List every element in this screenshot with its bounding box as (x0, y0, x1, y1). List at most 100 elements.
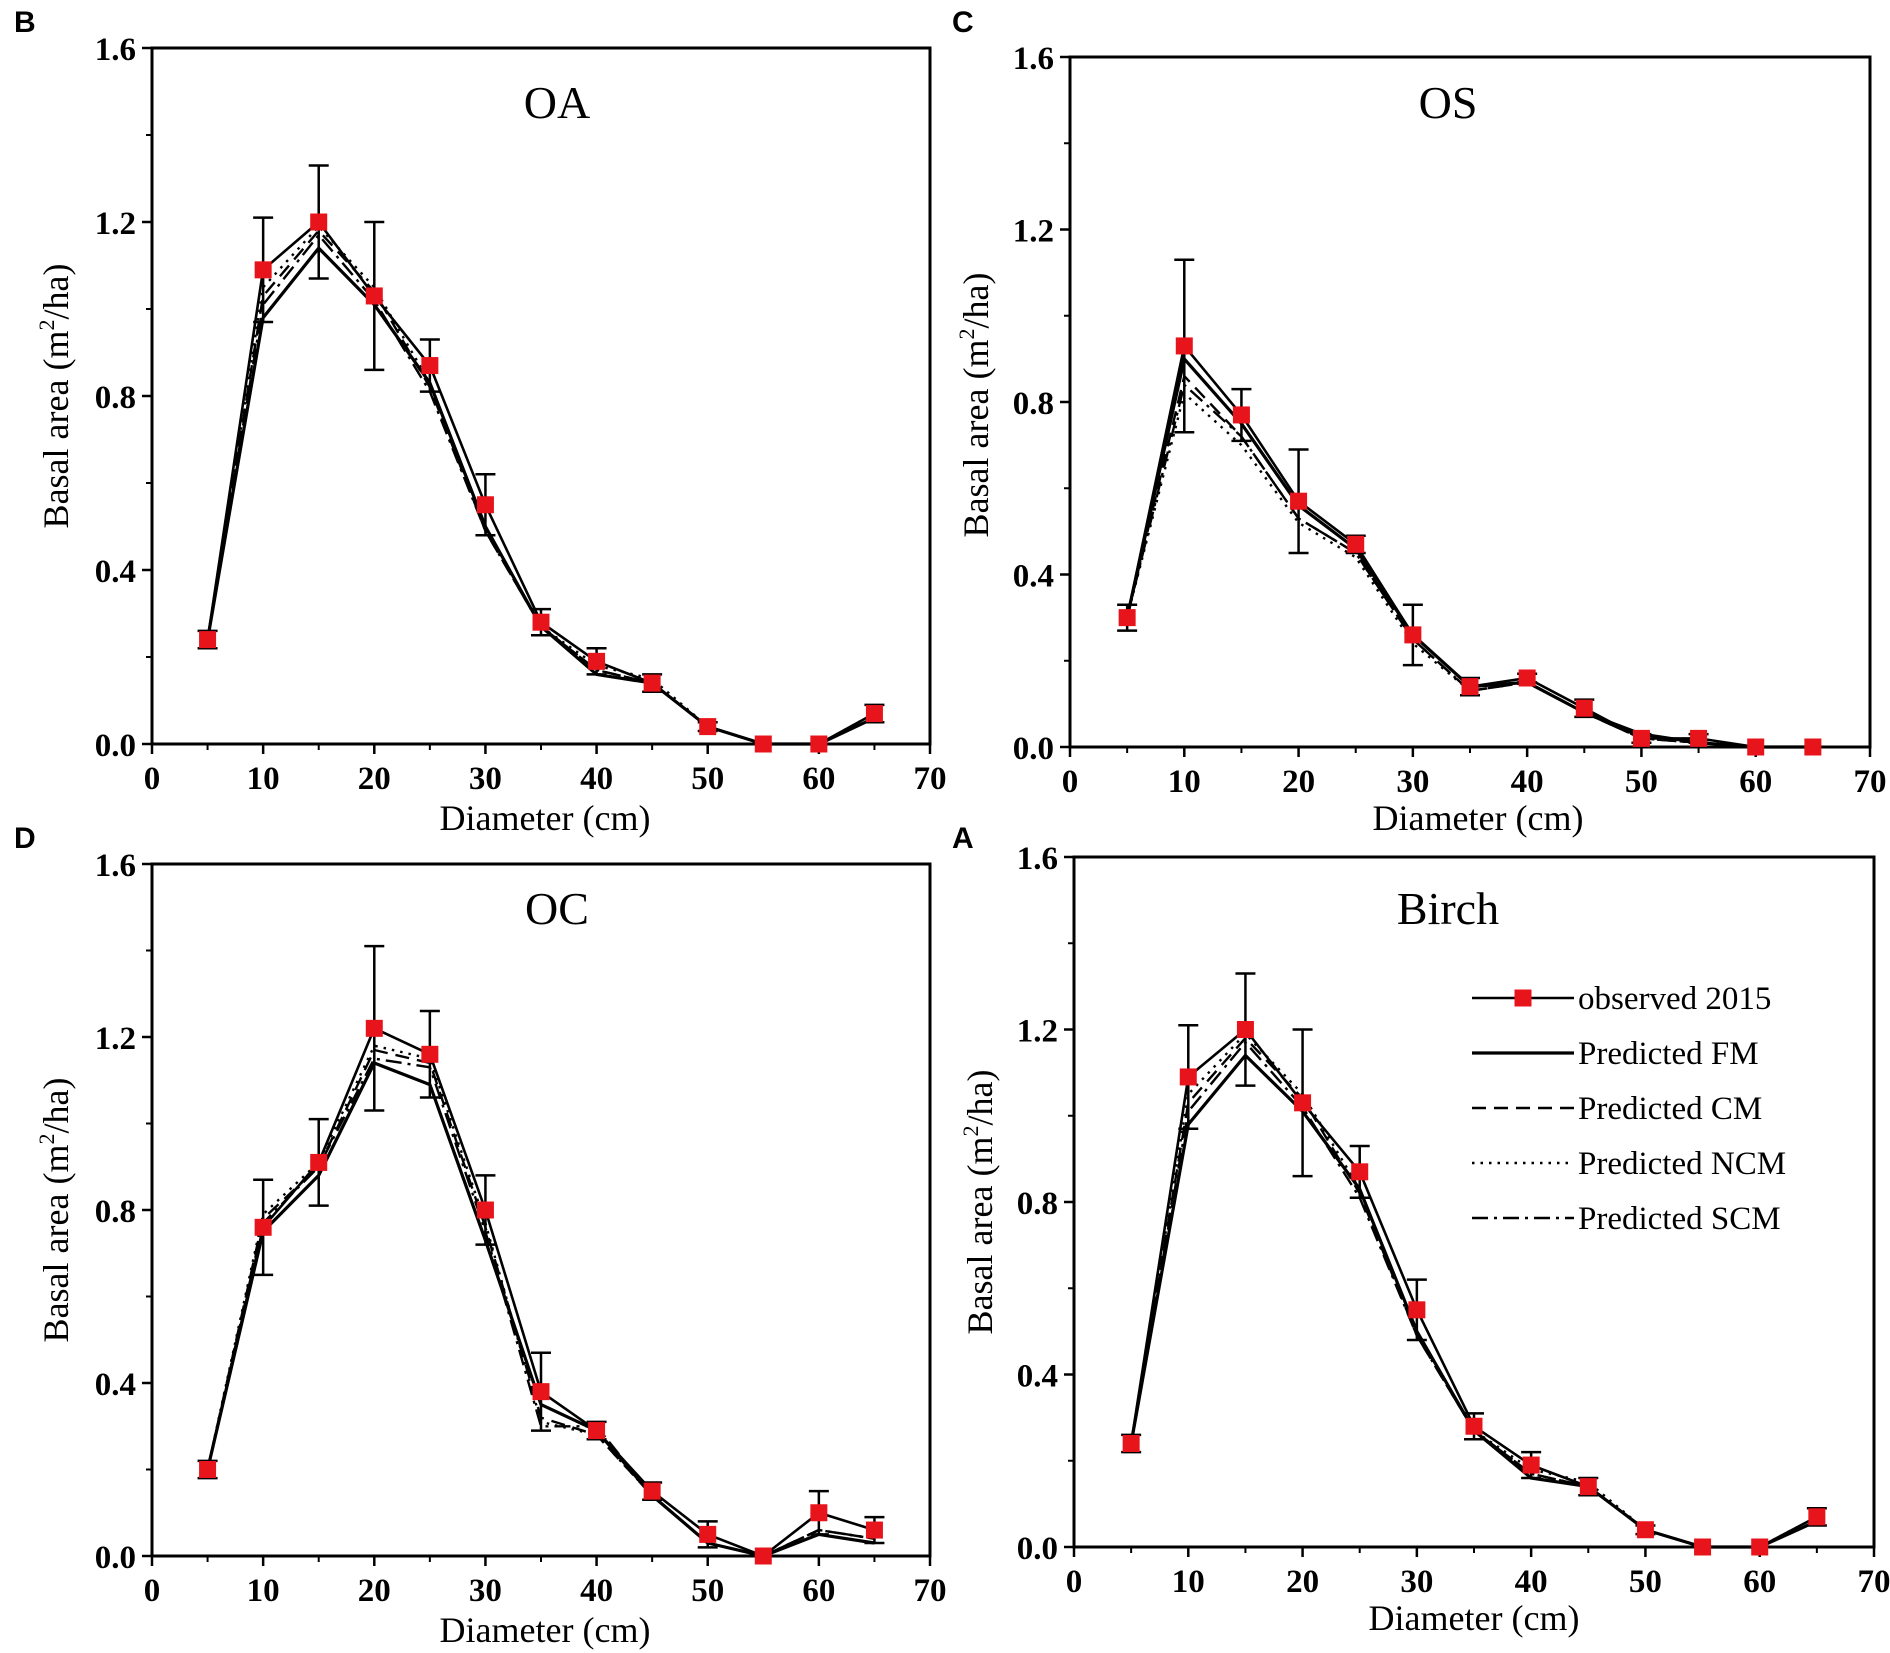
observed-marker (588, 1422, 606, 1440)
series-line-scm (206, 233, 875, 746)
y-axis-label-tail: /ha) (956, 273, 996, 329)
series-line-obs (206, 220, 876, 746)
x-tick-label: 50 (1625, 764, 1658, 800)
x-tick-label: 0 (1066, 1564, 1083, 1600)
legend-marker-observed (1514, 989, 1532, 1007)
panel-letter: A (952, 822, 974, 855)
observed-marker (365, 1019, 383, 1037)
observed-marker (1122, 1435, 1140, 1452)
panel-title: OC (525, 883, 589, 934)
x-tick-label: 70 (1854, 764, 1887, 800)
observed-marker (254, 1218, 272, 1236)
observed-marker (643, 674, 661, 692)
observed-marker (865, 705, 883, 723)
legend-label-ncm: Predicted NCM (1578, 1146, 1786, 1182)
legend: observed 2015 Predicted FM Predicted CM Pre… (1472, 981, 1786, 1237)
y-tick-label: 1.6 (95, 32, 136, 68)
observed-marker (754, 735, 772, 753)
observed-marker (588, 652, 606, 670)
x-tick-label: 60 (1739, 764, 1772, 800)
observed-marker (476, 1201, 494, 1219)
observed-marker (1461, 678, 1479, 696)
y-axis-label: Basal area (m2/ha) (34, 1078, 76, 1343)
observed-marker (1465, 1417, 1483, 1435)
x-axis-label: Diameter (cm) (1373, 798, 1584, 838)
observed-marker (1690, 729, 1708, 747)
y-axis-label-main: Basal area (m (956, 340, 996, 538)
series-line-obs (206, 1027, 875, 1558)
legend-label-cm: Predicted CM (1578, 1091, 1762, 1127)
observed-marker (1579, 1478, 1597, 1496)
observed-marker (754, 1547, 772, 1565)
x-tick-label: 10 (247, 761, 280, 797)
observed-marker (1347, 535, 1365, 553)
panel-title: OS (1419, 77, 1478, 128)
x-tick-label: 50 (691, 1573, 724, 1609)
observed-marker (310, 1153, 328, 1171)
legend-label-scm: Predicted SCM (1578, 1201, 1781, 1237)
observed-marker (532, 613, 550, 631)
y-tick-label: 0.4 (1017, 1359, 1058, 1395)
y-axis-label-main: Basal area (m (36, 1145, 76, 1343)
y-tick-label: 0.8 (95, 1194, 136, 1230)
series-line-ncm (1125, 392, 1813, 749)
observed-marker (810, 735, 828, 753)
y-tick-label: 1.2 (1017, 1014, 1058, 1050)
x-tick-label: 60 (802, 761, 835, 797)
observed-marker (1294, 1094, 1312, 1112)
panel-C: C OS 0 10 20 30 40 50 60 70 0.0 0.4 0.8 1.2 1.6 Diamete… (952, 6, 1887, 838)
observed-marker (1522, 1456, 1540, 1474)
y-tick-label: 1.2 (95, 1021, 136, 1057)
y-tick-label: 0.0 (95, 728, 136, 764)
x-tick-label: 40 (580, 1573, 613, 1609)
y-axis-label: Basal area (m2/ha) (34, 264, 76, 529)
x-tick-label: 40 (1515, 1564, 1548, 1600)
y-tick-label: 1.6 (1017, 841, 1058, 877)
x-tick-label: 60 (1743, 1564, 1776, 1600)
observed-marker (532, 1383, 550, 1401)
plot-frame (150, 862, 932, 1558)
y-tick-label: 0.8 (1013, 386, 1054, 422)
x-tick-label: 20 (358, 1573, 391, 1609)
observed-marker (199, 1461, 217, 1478)
x-tick-label: 70 (914, 761, 947, 797)
observed-marker (1751, 1538, 1769, 1556)
x-tick-label: 50 (691, 761, 724, 797)
x-axis-label: Diameter (cm) (440, 798, 651, 838)
observed-marker (865, 1521, 883, 1539)
observed-marker (1408, 1301, 1426, 1319)
panel-title: OA (524, 77, 590, 128)
x-axis-label: Diameter (cm) (1369, 1598, 1580, 1638)
observed-marker (421, 357, 439, 375)
y-tick-label: 0.8 (95, 380, 136, 416)
x-tick-label: 30 (1396, 764, 1429, 800)
panel-letter: B (14, 6, 36, 39)
x-tick-label: 70 (914, 1573, 947, 1609)
y-axis-label-main: Basal area (m (960, 1137, 1000, 1335)
observed-marker (1636, 1521, 1654, 1539)
y-axis-label-superscript: 2 (34, 1134, 59, 1145)
observed-marker (810, 1504, 828, 1522)
plot-frame (1068, 55, 1872, 749)
observed-marker (1236, 1021, 1254, 1038)
y-tick-label: 0.0 (1013, 731, 1054, 767)
y-tick-label: 0.0 (95, 1540, 136, 1576)
observed-marker (254, 261, 272, 279)
series-line-cm (206, 229, 875, 746)
y-axis-label-tail: /ha) (36, 264, 76, 320)
observed-marker (1632, 729, 1650, 747)
observed-marker (1404, 626, 1422, 644)
series-line-ncm (206, 225, 875, 746)
x-tick-label: 0 (144, 1573, 161, 1609)
series-line-fm (206, 246, 876, 746)
y-tick-label: 1.6 (1013, 41, 1054, 77)
panel-A: A Birch 0 10 20 30 40 50 60 70 0.0 0.4 0.8 1.2 1.6 Diam… (952, 822, 1890, 1638)
x-tick-label: 30 (469, 1573, 502, 1609)
legend-label-fm: Predicted FM (1578, 1036, 1759, 1072)
x-tick-label: 60 (802, 1573, 835, 1609)
x-tick-label: 70 (1858, 1564, 1890, 1600)
x-tick-label: 10 (247, 1573, 280, 1609)
observed-marker (1575, 699, 1593, 717)
y-axis-label-superscript: 2 (958, 1126, 983, 1137)
